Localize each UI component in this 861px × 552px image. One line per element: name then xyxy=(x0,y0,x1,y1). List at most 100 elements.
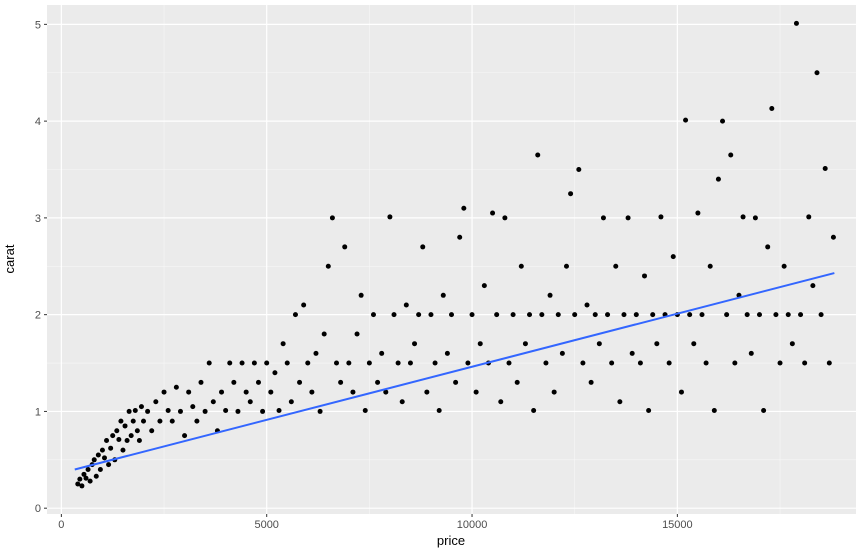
data-point xyxy=(518,263,524,269)
data-point xyxy=(617,399,623,405)
data-point xyxy=(609,360,615,366)
data-point xyxy=(633,312,639,318)
data-point xyxy=(572,312,578,318)
data-point xyxy=(502,215,508,221)
data-point xyxy=(350,389,356,395)
data-point xyxy=(687,312,693,318)
data-point xyxy=(654,341,660,347)
data-point xyxy=(292,312,298,318)
data-point xyxy=(370,312,376,318)
data-point xyxy=(325,263,331,269)
data-point xyxy=(329,215,335,221)
data-point xyxy=(826,360,832,366)
data-point xyxy=(420,244,426,250)
x-tick-label: 0 xyxy=(58,519,64,531)
data-point xyxy=(219,389,225,395)
data-point xyxy=(104,437,110,443)
data-point xyxy=(247,399,253,405)
data-point xyxy=(658,214,664,220)
data-point xyxy=(243,389,249,395)
data-point xyxy=(600,215,606,221)
data-point xyxy=(432,360,438,366)
data-point xyxy=(75,481,81,487)
x-axis-title: price xyxy=(437,533,465,548)
data-point xyxy=(272,370,278,376)
data-point xyxy=(157,418,163,424)
data-point xyxy=(227,360,233,366)
data-point xyxy=(563,263,569,269)
data-point xyxy=(490,210,496,216)
data-point xyxy=(114,428,120,434)
data-point xyxy=(130,418,136,424)
data-point xyxy=(715,176,721,182)
data-point xyxy=(773,312,779,318)
data-point xyxy=(338,379,344,385)
data-point xyxy=(576,167,582,173)
data-point xyxy=(145,408,151,414)
data-point xyxy=(149,428,155,434)
data-point xyxy=(321,331,327,337)
data-point xyxy=(539,312,545,318)
data-point xyxy=(506,360,512,366)
data-point xyxy=(683,117,689,123)
data-point xyxy=(806,214,812,220)
y-axis-ticks: 0 1 2 3 4 5 xyxy=(35,19,47,515)
data-point xyxy=(621,312,627,318)
data-point xyxy=(596,341,602,347)
data-point xyxy=(481,283,487,289)
data-point xyxy=(305,360,311,366)
data-point xyxy=(138,404,144,410)
y-tick-label: 0 xyxy=(35,503,41,515)
data-point xyxy=(592,312,598,318)
data-point xyxy=(473,389,479,395)
data-point xyxy=(132,407,138,413)
data-point xyxy=(785,312,791,318)
data-point xyxy=(465,360,471,366)
data-point xyxy=(284,360,290,366)
data-point xyxy=(251,360,257,366)
minor-gridlines xyxy=(47,5,856,514)
data-point xyxy=(161,389,167,395)
data-point xyxy=(469,312,475,318)
data-point xyxy=(366,360,372,366)
data-point xyxy=(260,408,266,414)
data-point xyxy=(255,379,261,385)
data-point xyxy=(383,389,389,395)
data-point xyxy=(198,379,204,385)
data-point xyxy=(87,478,93,484)
data-point xyxy=(202,408,208,414)
data-point xyxy=(334,360,340,366)
data-point xyxy=(748,350,754,356)
data-point xyxy=(498,399,504,405)
data-point xyxy=(424,389,430,395)
data-point xyxy=(379,350,385,356)
data-point xyxy=(403,302,409,308)
data-point xyxy=(128,433,134,439)
y-tick-label: 3 xyxy=(35,213,41,225)
data-point xyxy=(584,302,590,308)
data-point xyxy=(613,263,619,269)
data-point xyxy=(118,418,124,424)
data-point xyxy=(720,118,726,124)
data-point xyxy=(108,445,114,451)
y-tick-label: 5 xyxy=(35,19,41,31)
data-point xyxy=(670,254,676,260)
data-point xyxy=(354,331,360,337)
data-point xyxy=(551,389,557,395)
data-point xyxy=(276,407,282,413)
data-point xyxy=(190,404,196,410)
data-point xyxy=(699,312,705,318)
data-point xyxy=(765,244,771,250)
data-point xyxy=(756,312,762,318)
trend-line-group xyxy=(74,272,835,471)
data-point xyxy=(822,166,828,172)
data-point xyxy=(346,360,352,366)
data-point xyxy=(798,312,804,318)
data-point xyxy=(136,437,142,443)
data-point xyxy=(535,152,541,158)
data-point xyxy=(522,341,528,347)
data-point xyxy=(301,302,307,308)
data-point xyxy=(781,263,787,269)
data-point xyxy=(83,475,89,481)
data-point xyxy=(818,312,824,318)
